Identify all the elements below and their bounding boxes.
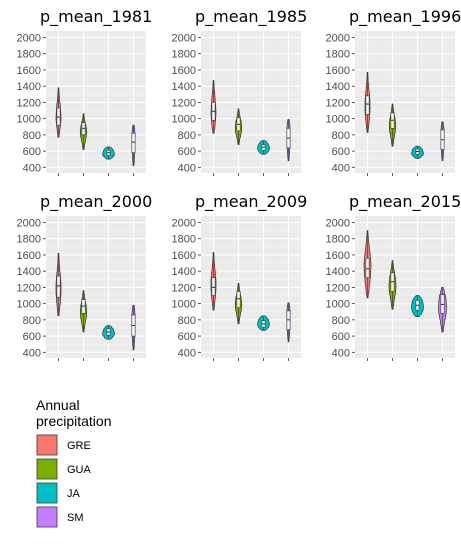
panel-title: p_mean_2015 bbox=[349, 192, 461, 212]
box-iqr bbox=[131, 132, 136, 154]
y-tick-label: 1000 bbox=[326, 114, 350, 126]
panel-title: p_mean_2000 bbox=[40, 192, 152, 212]
y-tick-label: 1000 bbox=[326, 299, 350, 311]
box-iqr bbox=[365, 257, 370, 278]
facet-panel: p_mean_2009 400 600 800 1000 1200 1400 1600 1800… bbox=[172, 192, 307, 361]
y-tick-label: 1400 bbox=[172, 81, 196, 93]
y-tick-label: 400 bbox=[23, 347, 41, 359]
y-tick-label: 2000 bbox=[172, 32, 196, 44]
y-tick-label: 800 bbox=[178, 130, 196, 142]
box-iqr bbox=[56, 275, 61, 298]
y-tick-label: 400 bbox=[23, 162, 41, 174]
y-tick-label: 1600 bbox=[17, 65, 41, 77]
legend-label-sm: SM bbox=[67, 512, 84, 524]
y-tick-label: 800 bbox=[332, 315, 350, 327]
y-tick-label: 800 bbox=[23, 315, 41, 327]
panel-title: p_mean_2009 bbox=[195, 192, 307, 212]
y-tick-label: 1200 bbox=[326, 282, 350, 294]
facet-panel: p_mean_1996 400 600 800 1000 1200 1400 1600 1800… bbox=[326, 7, 461, 176]
box-iqr bbox=[211, 277, 216, 296]
y-tick-label: 400 bbox=[178, 347, 196, 359]
y-tick-label: 1200 bbox=[172, 97, 196, 109]
facet-panel: p_mean_2000 400 600 800 1000 1200 1400 1600 1800… bbox=[17, 192, 152, 361]
legend-label-gre: GRE bbox=[67, 440, 91, 452]
y-tick-label: 600 bbox=[23, 146, 41, 158]
y-tick-label: 1800 bbox=[326, 234, 350, 246]
y-tick-label: 1600 bbox=[326, 250, 350, 262]
legend-key-sm bbox=[36, 506, 58, 528]
legend-key-gre bbox=[36, 434, 58, 456]
panel-title: p_mean_1981 bbox=[40, 7, 152, 27]
y-tick-label: 2000 bbox=[17, 217, 41, 229]
legend-title-line: Annual bbox=[36, 397, 80, 413]
y-tick-label: 1800 bbox=[17, 49, 41, 61]
y-tick-label: 400 bbox=[332, 162, 350, 174]
legend-title-line: precipitation bbox=[36, 413, 112, 429]
y-tick-label: 1600 bbox=[172, 250, 196, 262]
facet-panel: p_mean_1985 400 600 800 1000 1200 1400 1600 1800… bbox=[172, 7, 307, 176]
y-tick-label: 1800 bbox=[17, 234, 41, 246]
legend-key-gua bbox=[36, 458, 58, 480]
legend-label-ja: JA bbox=[67, 488, 81, 500]
panel-title: p_mean_1996 bbox=[349, 7, 461, 27]
box-iqr bbox=[236, 291, 241, 308]
y-tick-label: 1200 bbox=[326, 97, 350, 109]
y-tick-label: 2000 bbox=[326, 32, 350, 44]
y-tick-label: 600 bbox=[23, 331, 41, 343]
y-tick-label: 1600 bbox=[17, 250, 41, 262]
y-tick-label: 600 bbox=[332, 146, 350, 158]
legend-key-ja bbox=[36, 482, 58, 504]
y-tick-label: 1400 bbox=[326, 81, 350, 93]
y-tick-label: 1400 bbox=[17, 266, 41, 278]
panel-title: p_mean_1985 bbox=[195, 7, 307, 27]
y-tick-label: 2000 bbox=[172, 217, 196, 229]
box-iqr bbox=[365, 95, 370, 115]
legend-label-gua: GUA bbox=[67, 464, 92, 476]
y-tick-label: 600 bbox=[178, 146, 196, 158]
y-tick-label: 1600 bbox=[326, 65, 350, 77]
y-tick-label: 1800 bbox=[326, 49, 350, 61]
y-tick-label: 800 bbox=[332, 130, 350, 142]
y-tick-label: 1400 bbox=[172, 266, 196, 278]
y-tick-label: 1600 bbox=[172, 65, 196, 77]
y-tick-label: 1800 bbox=[172, 49, 196, 61]
y-tick-label: 1400 bbox=[326, 266, 350, 278]
y-tick-label: 600 bbox=[178, 331, 196, 343]
y-tick-label: 800 bbox=[178, 315, 196, 327]
y-tick-label: 1200 bbox=[17, 97, 41, 109]
y-tick-label: 1000 bbox=[172, 114, 196, 126]
y-tick-label: 1200 bbox=[172, 282, 196, 294]
y-tick-label: 400 bbox=[178, 162, 196, 174]
y-tick-label: 800 bbox=[23, 130, 41, 142]
facet-panel: p_mean_1981 400 600 800 1000 1200 1400 1600 1800… bbox=[17, 7, 152, 176]
y-tick-label: 1000 bbox=[17, 114, 41, 126]
y-tick-label: 400 bbox=[332, 347, 350, 359]
y-tick-label: 1000 bbox=[172, 299, 196, 311]
y-tick-label: 600 bbox=[332, 331, 350, 343]
y-tick-label: 1200 bbox=[17, 282, 41, 294]
y-tick-label: 1800 bbox=[172, 234, 196, 246]
y-tick-label: 1400 bbox=[17, 81, 41, 93]
facet-panel: p_mean_2015 400 600 800 1000 1200 1400 1600 1800… bbox=[326, 192, 461, 361]
y-tick-label: 1000 bbox=[17, 299, 41, 311]
y-tick-label: 2000 bbox=[17, 32, 41, 44]
panels-layer: p_mean_1981 400 600 800 1000 1200 1400 1600 1800… bbox=[17, 7, 461, 361]
y-tick-label: 2000 bbox=[326, 217, 350, 229]
